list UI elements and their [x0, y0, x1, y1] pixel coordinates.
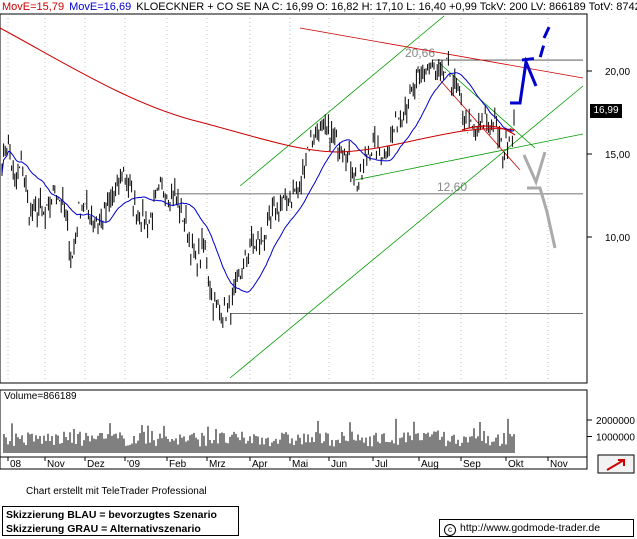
y-tick-label: 20,00	[605, 67, 630, 78]
legend-grey: Skizzierung GRAU = Alternativszenario	[6, 523, 201, 535]
x-tick-label: Apr	[252, 459, 268, 470]
scenario-legend: Skizzierung BLAU = bevorzugtes Szenario …	[2, 506, 239, 536]
x-tick-label: Jun	[331, 459, 347, 470]
downtrend-line	[299, 27, 584, 79]
short-trend-line	[437, 61, 536, 149]
x-tick-label: Nov	[47, 459, 65, 470]
x-tick-label: 08	[10, 459, 22, 470]
y-tick-label: 10,00	[605, 233, 630, 244]
blue-scenario-dashed	[521, 22, 553, 62]
volume-y-tick-label: 2000000	[596, 416, 635, 427]
channel-upper-line	[239, 15, 445, 187]
scroll-button[interactable]	[597, 454, 635, 474]
grey-scenario-path	[522, 151, 557, 249]
instrument-info: KLOECKNER + CO SE NA C: 16,99 O: 16,82 H…	[136, 1, 637, 13]
x-tick-label: Dez	[87, 459, 105, 470]
legend-blue: Skizzierung BLAU = bevorzugtes Szenario	[6, 509, 217, 521]
level-annotation: 12,60	[437, 180, 467, 194]
x-tick-label: Aug	[421, 459, 439, 470]
plot-area: 08 Nov Dez '09 Feb Mrz Apr Mai Jun Jul Aug Sep Okt No…	[0, 14, 635, 470]
x-tick-label: Jul	[375, 459, 388, 470]
arrow-icon	[606, 459, 625, 471]
moving-average-red	[0, 27, 516, 153]
chart-credit: Chart erstellt mit TeleTrader Profession…	[26, 486, 207, 497]
time-axis	[0, 456, 588, 470]
x-tick-label: Nov	[550, 459, 568, 470]
moving-average-red-short	[461, 125, 516, 136]
moving-average-2-label: MovE=16,69	[69, 1, 132, 13]
volume-y-tick-label: 1000000	[596, 433, 635, 444]
blue-scenario-path	[510, 56, 538, 105]
x-tick-label: Feb	[169, 459, 187, 470]
trend-line	[354, 133, 584, 181]
level-annotation: 20,66	[405, 46, 435, 60]
x-tick-label: Okt	[508, 459, 524, 470]
x-tick-label: Mai	[292, 459, 308, 470]
x-tick-label: Mrz	[209, 459, 226, 470]
website-link[interactable]: c http://www.godmode-trader.de	[439, 519, 634, 537]
y-tick-label: 15,00	[605, 150, 630, 161]
price-tag: 16,99	[590, 104, 622, 118]
moving-average-1-label: MovE=15,79	[2, 1, 65, 13]
chart-header: MovE=15,79 MovE=16,69 KLOECKNER + CO SE …	[2, 1, 637, 14]
copyright-icon: c	[444, 524, 456, 536]
moving-average-blue	[1, 72, 515, 293]
price-panel	[0, 13, 588, 384]
x-tick-label: '09	[127, 459, 140, 470]
channel-lower-line	[229, 85, 584, 379]
x-tick-label: Sep	[463, 459, 481, 470]
volume-label: Volume=866189	[4, 391, 77, 402]
website-text: http://www.godmode-trader.de	[460, 522, 601, 534]
